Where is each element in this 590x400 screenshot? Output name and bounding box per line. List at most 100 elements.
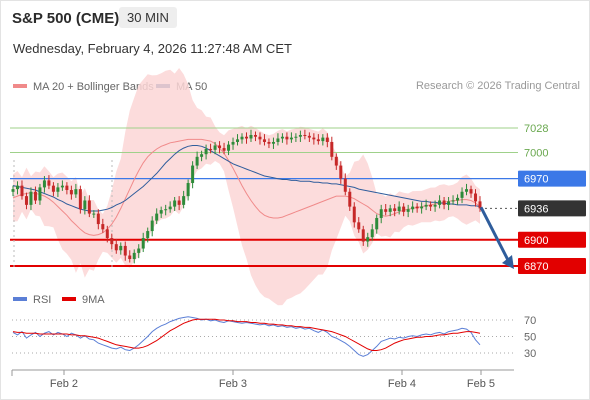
legend-label-ma20: MA 20 + Bollinger Bands <box>33 81 154 93</box>
candle <box>182 196 186 205</box>
candle <box>74 189 78 195</box>
candle <box>24 196 28 205</box>
candle <box>123 245 127 256</box>
candle <box>447 201 451 205</box>
candle <box>132 252 136 260</box>
candle <box>227 144 231 151</box>
candle <box>96 213 100 225</box>
candle <box>325 137 329 142</box>
bollinger-band <box>13 68 480 306</box>
rsi-ma-line <box>12 318 481 351</box>
candle <box>11 189 15 192</box>
candle <box>357 222 361 230</box>
candle <box>240 136 244 140</box>
candle <box>375 217 379 230</box>
candle <box>101 224 105 230</box>
forecast-arrow-head <box>502 255 514 269</box>
candle <box>424 204 428 207</box>
candle <box>146 231 150 239</box>
rsi-legend-swatch-1 <box>62 297 76 301</box>
candle <box>285 136 289 140</box>
candle <box>110 238 114 245</box>
candle <box>42 180 46 188</box>
candle <box>231 141 235 145</box>
x-tick-label-2: Feb 4 <box>388 378 416 390</box>
x-tick-label-3: Feb 5 <box>467 378 495 390</box>
candle <box>245 136 248 139</box>
candle <box>200 154 204 157</box>
candle <box>173 200 177 207</box>
candle <box>312 137 316 140</box>
candle <box>195 156 199 166</box>
candle <box>280 136 284 139</box>
candle <box>51 185 55 192</box>
candle <box>316 139 320 142</box>
candle <box>47 180 51 186</box>
candle <box>150 220 154 232</box>
candle <box>397 206 401 211</box>
level-badge-6970 <box>518 170 586 187</box>
candle <box>456 197 460 201</box>
candle <box>478 201 482 209</box>
candle <box>186 183 190 197</box>
candle <box>164 209 168 211</box>
level-label-6970: 6970 <box>524 174 548 186</box>
candle <box>222 148 226 151</box>
candle <box>298 134 302 137</box>
level-label-6936: 6936 <box>524 203 548 215</box>
candle <box>366 237 370 242</box>
candle <box>262 139 266 142</box>
rsi-legend-label-1: 9MA <box>82 294 105 306</box>
candle <box>420 206 424 209</box>
candle <box>191 165 195 184</box>
candle <box>384 209 388 212</box>
candle <box>38 187 42 201</box>
candle <box>388 208 392 212</box>
candle <box>402 206 406 212</box>
level-badge-6870 <box>518 258 586 274</box>
candle <box>29 191 33 205</box>
candle <box>253 134 257 137</box>
candle <box>155 213 159 221</box>
candle <box>294 136 298 138</box>
candle <box>361 229 365 242</box>
rsi-legend-label-0: RSI <box>33 294 51 306</box>
candle <box>249 134 253 139</box>
candle <box>339 165 343 179</box>
candle <box>411 206 415 210</box>
candle <box>271 141 275 144</box>
rsi-line <box>12 316 481 357</box>
candle <box>83 200 87 210</box>
candle <box>78 189 82 210</box>
level-badge-6936 <box>518 200 586 217</box>
candle <box>289 137 293 140</box>
candle <box>258 136 262 140</box>
timeframe-button[interactable]: 30 MIN <box>119 7 177 28</box>
candle <box>379 209 383 218</box>
candle <box>128 255 132 260</box>
candle <box>56 187 60 192</box>
rsi-legend-swatch-0 <box>13 297 27 301</box>
candle <box>451 200 455 202</box>
candle <box>442 200 446 205</box>
candle <box>209 148 213 150</box>
candle <box>20 185 24 197</box>
level-label-7000: 7000 <box>524 147 548 159</box>
candle <box>465 189 469 192</box>
candle <box>69 190 73 195</box>
candle <box>321 137 325 142</box>
candle <box>343 178 347 192</box>
candle <box>276 138 280 142</box>
candle <box>60 185 64 188</box>
level-badge-6900 <box>518 231 586 248</box>
candle <box>433 204 437 207</box>
candle <box>213 145 217 150</box>
candle <box>370 229 374 238</box>
candle <box>348 191 352 207</box>
x-tick-label-0: Feb 2 <box>50 378 78 390</box>
candle <box>168 206 172 210</box>
candle <box>352 206 356 223</box>
candle <box>334 156 338 166</box>
x-tick-label-1: Feb 3 <box>219 378 247 390</box>
